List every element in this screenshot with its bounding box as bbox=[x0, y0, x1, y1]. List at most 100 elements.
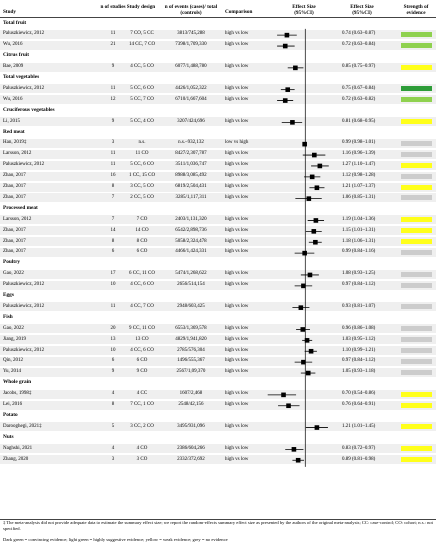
effect-size-label: 1.21 (1.01–1.45) bbox=[342, 423, 376, 429]
strength-swatch bbox=[401, 86, 432, 92]
comparison: high vs low bbox=[225, 42, 249, 48]
category-label: Citrus fruit bbox=[3, 52, 30, 59]
strength-swatch bbox=[401, 369, 432, 375]
effect-size-label: 1.08 (0.93–1.25) bbox=[342, 271, 376, 277]
category-label: Total vegetables bbox=[3, 74, 40, 80]
n-studies: 17 bbox=[110, 271, 116, 277]
events-total: 5058/2,324,478 bbox=[175, 238, 207, 244]
strength-swatch bbox=[401, 271, 432, 277]
header-events: n of events (cases)/ total (controls) bbox=[164, 4, 218, 16]
point-estimate bbox=[311, 229, 317, 234]
study-name: Li, 2015 bbox=[3, 118, 20, 124]
effect-size-label: 1.12 (0.98–1.28) bbox=[342, 173, 376, 179]
study-name: Paluszkiewicz, 2012 bbox=[3, 347, 45, 353]
events-total: 3207/424,696 bbox=[177, 118, 205, 124]
study-name: Wu, 2016 bbox=[3, 42, 23, 48]
effect-size-label: 1.18 (1.06–1.31) bbox=[342, 238, 376, 244]
row-band bbox=[0, 193, 436, 203]
strength-swatch bbox=[401, 457, 432, 462]
comparison: high vs low bbox=[225, 271, 249, 277]
n-studies: 4 bbox=[111, 391, 115, 397]
events-total: 6077/1,488,780 bbox=[175, 64, 207, 70]
effect-size-label: 0.83 (0.72–0.97) bbox=[342, 445, 376, 451]
strength-swatch bbox=[401, 195, 432, 201]
study-name: Paluszkiewicz, 2012 bbox=[3, 162, 45, 168]
study-design: 4 CC, 5 CO bbox=[130, 64, 154, 70]
point-estimate bbox=[302, 141, 307, 147]
events-total: 2548/42,156 bbox=[178, 402, 204, 407]
row-band bbox=[0, 226, 436, 236]
study-design: n.s. bbox=[138, 140, 146, 146]
comparison: high vs low bbox=[225, 282, 249, 288]
study-design: 2 CC, 5 CO bbox=[130, 194, 154, 200]
category-label: Potato bbox=[3, 411, 18, 418]
row-band bbox=[0, 40, 436, 50]
study-design: 9 CC, 11 CO bbox=[129, 325, 155, 331]
events-total: 1496/555,367 bbox=[177, 358, 205, 364]
events-total: 2567/1,09,370 bbox=[176, 369, 206, 375]
effect-size-label: 0.93 (0.81–1.07) bbox=[342, 303, 376, 309]
effect-size-label: 0.97 (0.84–1.12) bbox=[342, 358, 376, 364]
row-band bbox=[0, 422, 436, 432]
strength-swatch bbox=[401, 173, 432, 179]
point-estimate bbox=[308, 348, 314, 354]
comparison: high vs low bbox=[225, 85, 249, 91]
point-estimate bbox=[307, 272, 313, 278]
point-estimate bbox=[293, 65, 298, 71]
study-design: 1 CC, 15 CO bbox=[128, 173, 156, 179]
comparison: high vs low bbox=[225, 423, 249, 429]
strength-swatch bbox=[401, 337, 432, 343]
n-studies: 12 bbox=[110, 96, 116, 102]
events-total: 3511/1,036,747 bbox=[175, 162, 207, 168]
comparison: low vs high bbox=[225, 140, 249, 146]
point-estimate bbox=[312, 152, 317, 158]
header-effect-plot: Effect Size (95%CI) bbox=[292, 4, 316, 16]
effect-size-label: 1.21 (1.07–1.37) bbox=[342, 184, 376, 189]
footer-rule bbox=[0, 519, 436, 520]
n-studies: 11 bbox=[110, 151, 116, 157]
point-estimate bbox=[295, 457, 301, 463]
effect-size-label: 0.96 (0.86–1.08) bbox=[342, 325, 376, 331]
study-design: 9 CO bbox=[136, 369, 148, 375]
events-total: 3813/745,288 bbox=[177, 31, 205, 37]
row-band bbox=[0, 324, 436, 334]
comparison: high vs low bbox=[225, 227, 249, 233]
events-total: 4829/1,941,820 bbox=[175, 336, 207, 342]
row-band bbox=[0, 247, 436, 257]
events-total: 6710/1,667,604 bbox=[175, 96, 207, 102]
effect-size-label: 0.76 (0.64–0.91) bbox=[342, 402, 376, 407]
strength-swatch bbox=[401, 304, 432, 310]
point-estimate bbox=[313, 218, 319, 223]
effect-size-label: 0.99 (0.98–1.01) bbox=[342, 140, 376, 146]
study-design: 14 CO bbox=[135, 227, 149, 233]
study-name: Darooghegi, 2021‡ bbox=[3, 423, 42, 429]
n-studies: 9 bbox=[111, 118, 115, 124]
n-studies: 8 bbox=[111, 184, 115, 189]
n-studies: 6 bbox=[111, 249, 115, 255]
study-design: 8 CO bbox=[136, 238, 148, 244]
study-design: 3 CC, 5 CO bbox=[130, 184, 154, 189]
study-name: Zhao, 2017 bbox=[3, 173, 26, 179]
study-design: 11 CO bbox=[135, 151, 149, 157]
study-name: Zhang, 2020 bbox=[3, 456, 29, 462]
comparison: high vs low bbox=[225, 162, 249, 168]
header-rule bbox=[0, 17, 436, 18]
category-label: Eggs bbox=[3, 292, 14, 298]
category-label: Fish bbox=[3, 313, 13, 320]
effect-size-label: 1.10 (0.99–1.21) bbox=[342, 347, 376, 353]
row-band bbox=[0, 84, 436, 94]
row-band bbox=[0, 29, 436, 39]
study-design: 7 CO, 5 CC bbox=[130, 31, 154, 37]
comparison: high vs low bbox=[225, 303, 249, 309]
study-name: Han, 2019‡ bbox=[3, 140, 27, 146]
effect-size-label: 1.19 (1.04–1.36) bbox=[342, 216, 376, 222]
row-band bbox=[0, 280, 436, 290]
effect-size-label: 0.74 (0.63–0.87) bbox=[342, 31, 376, 37]
strength-swatch bbox=[401, 64, 432, 70]
n-studies: 11 bbox=[110, 85, 116, 91]
study-design: 4 CC, 6 CO bbox=[130, 347, 154, 353]
events-total: 3495/931,096 bbox=[177, 423, 205, 429]
study-name: Zhao, 2017 bbox=[3, 227, 26, 233]
strength-swatch bbox=[401, 119, 432, 125]
events-total: 4426/1,052,322 bbox=[175, 85, 207, 91]
